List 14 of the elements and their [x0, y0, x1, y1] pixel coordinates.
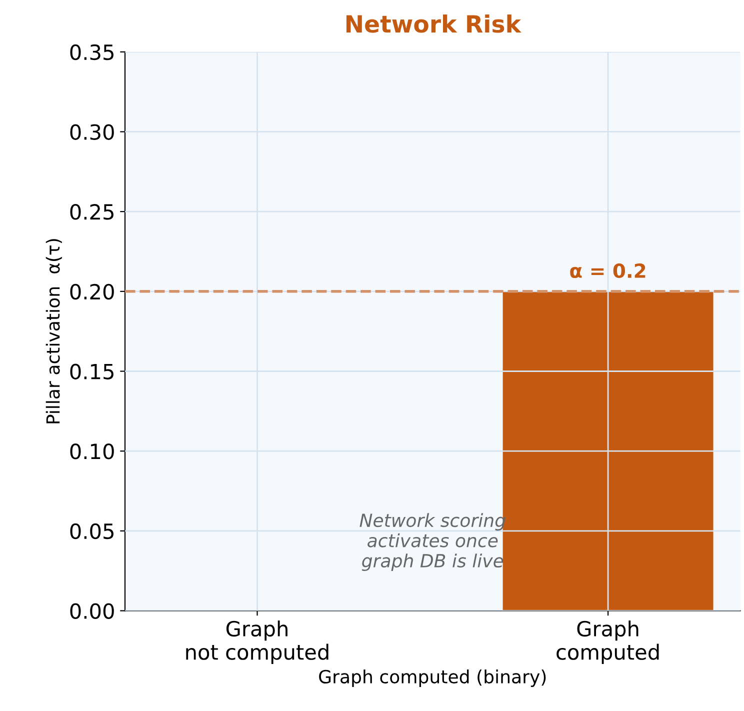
- x-axis-title: Graph computed (binary): [319, 670, 546, 687]
- y-tick-label: 0.00: [70, 603, 114, 619]
- y-axis-title: Pillar activation α(τ): [46, 239, 62, 424]
- chart-title: Network Risk: [346, 14, 522, 33]
- y-tick-label: 0.15: [70, 364, 114, 380]
- y-tick-label: 0.35: [70, 44, 114, 60]
- y-tick-label: 0.20: [70, 284, 114, 300]
- y-tick-label: 0.30: [70, 124, 114, 140]
- x-tick-label: Graph computed: [556, 620, 659, 664]
- y-tick-label: 0.10: [70, 444, 114, 460]
- x-tick-label: Graph not computed: [186, 620, 328, 664]
- y-tick-label: 0.25: [70, 204, 114, 220]
- ref-line-label: α = 0.2: [570, 263, 646, 278]
- y-tick-label: 0.05: [70, 523, 114, 540]
